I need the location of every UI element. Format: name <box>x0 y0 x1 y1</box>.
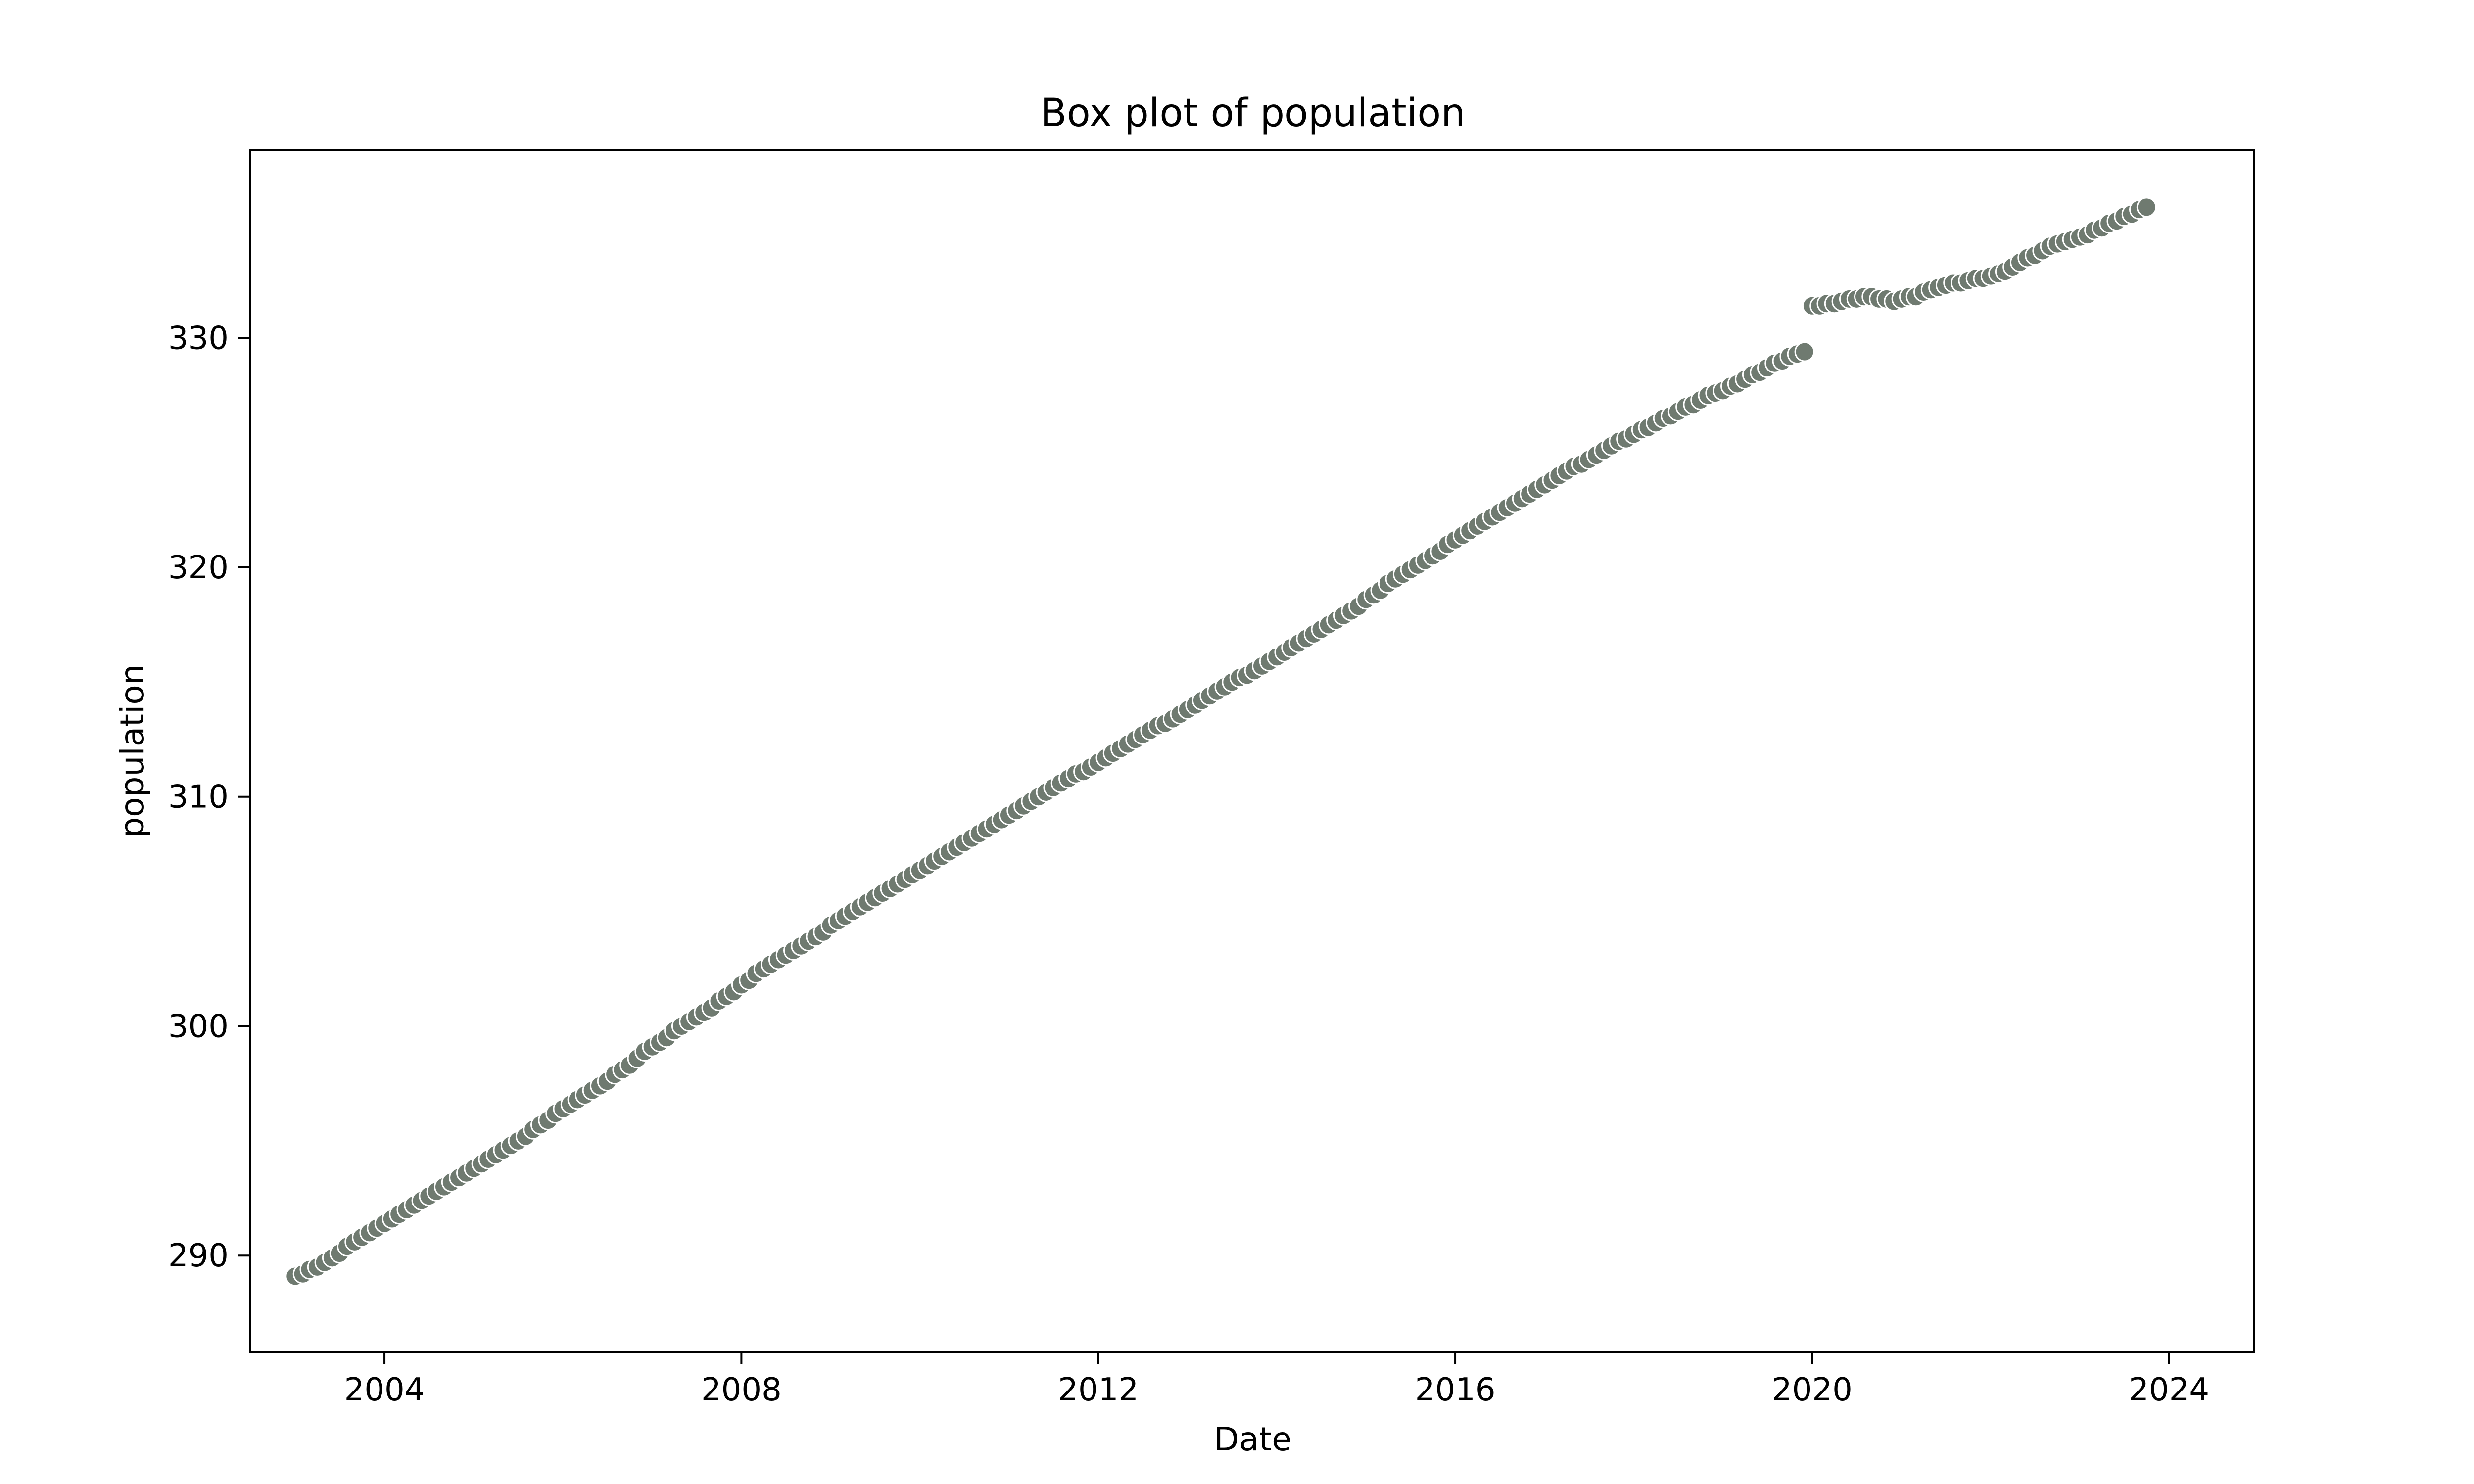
y-tick-label: 290 <box>168 1238 229 1274</box>
y-axis: 290 300 310 320 330 <box>168 320 250 1274</box>
x-tick-label: 2016 <box>1415 1372 1496 1408</box>
x-tick-label: 2004 <box>344 1372 425 1408</box>
x-axis-label: Date <box>1214 1420 1292 1458</box>
chart-title: Box plot of population <box>1040 91 1465 136</box>
y-tick-label: 300 <box>168 1008 229 1045</box>
y-tick-label: 330 <box>168 320 229 357</box>
x-tick-label: 2020 <box>1772 1372 1853 1408</box>
y-tick-label: 320 <box>168 550 229 586</box>
y-tick-label: 310 <box>168 779 229 816</box>
plot-frame <box>249 149 2255 1353</box>
x-tick-label: 2024 <box>2129 1372 2209 1408</box>
data-points <box>285 197 2157 1287</box>
x-axis: 2004 2008 2012 2016 2020 2024 <box>344 1352 2209 1408</box>
data-point <box>1794 341 1815 362</box>
x-tick-label: 2012 <box>1058 1372 1139 1408</box>
x-tick-label: 2008 <box>701 1372 782 1408</box>
data-point <box>2136 197 2157 218</box>
y-axis-label: population <box>113 664 151 837</box>
